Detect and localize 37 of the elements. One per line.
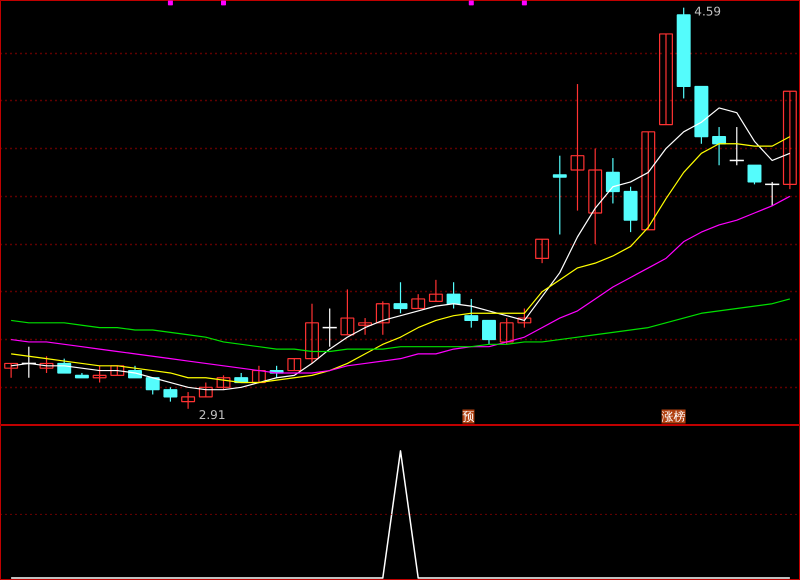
candlestick — [4, 362, 18, 378]
candlestick — [181, 391, 196, 410]
candlestick — [216, 374, 230, 390]
candlestick — [535, 238, 550, 264]
candlestick — [659, 33, 673, 126]
candlestick — [146, 377, 160, 396]
candlestick — [712, 126, 726, 166]
annotation: 涨榜 — [662, 410, 686, 424]
candlestick — [305, 303, 319, 364]
candlestick — [92, 365, 107, 384]
candlestick — [517, 308, 532, 328]
candlestick — [340, 288, 354, 336]
annotation: 4.59 — [694, 4, 722, 19]
candlestick — [748, 164, 762, 185]
candlestick — [376, 300, 390, 336]
candlestick — [482, 320, 496, 345]
candlestick — [500, 317, 514, 345]
candlestick — [428, 279, 443, 302]
candlestick — [252, 365, 266, 384]
candlestick — [110, 365, 124, 376]
annotation: 预 — [462, 410, 474, 424]
candlestick — [588, 148, 602, 245]
candlestick — [198, 382, 213, 398]
candlestick — [163, 386, 178, 402]
candlestick — [570, 83, 584, 212]
candlestick — [606, 157, 620, 204]
annotation: 2.91 — [198, 408, 226, 422]
candlestick — [287, 358, 302, 372]
candlestick — [464, 298, 478, 328]
candlestick — [40, 356, 54, 374]
candlestick — [782, 90, 797, 190]
candlestick — [394, 282, 408, 314]
candlestick — [358, 317, 372, 336]
candlestick — [446, 282, 461, 310]
candlestick — [411, 294, 426, 310]
candlestick — [641, 131, 656, 230]
candlestick — [552, 155, 567, 236]
